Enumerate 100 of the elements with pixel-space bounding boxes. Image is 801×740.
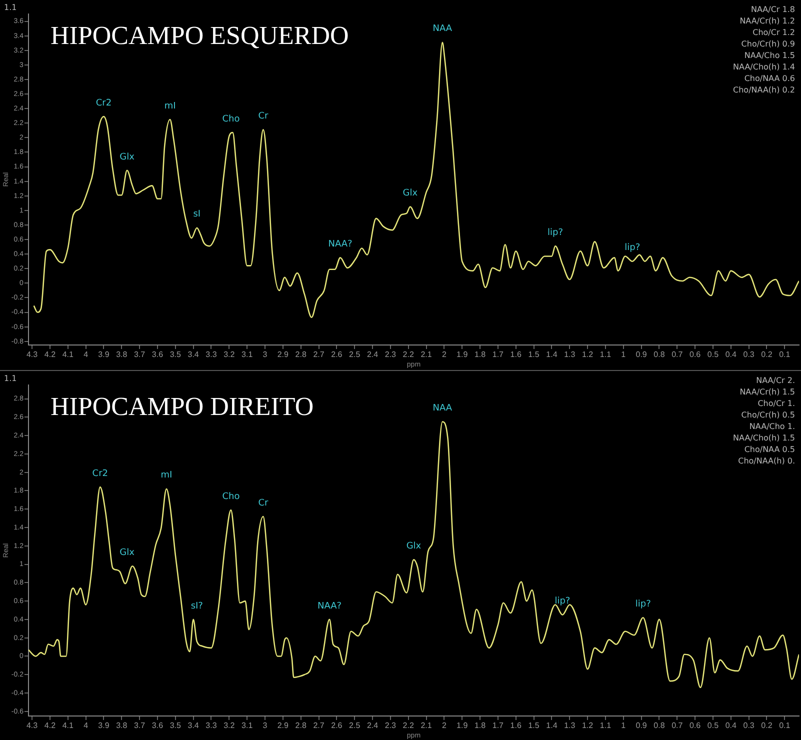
x-tick-label: 1.2 (582, 350, 594, 360)
x-tick-label: 2.7 (313, 721, 325, 730)
annotation: Cho/NAA 0.5 (744, 445, 795, 454)
x-tick-label: 1.3 (564, 350, 576, 360)
annotation: Cho (222, 114, 240, 124)
x-tick-label: 1.4 (546, 721, 558, 730)
x-tick-label: 4.3 (26, 350, 38, 360)
x-tick-label: 3.4 (188, 350, 200, 360)
annotation: lip? (624, 243, 640, 254)
x-tick-label: 2.4 (366, 350, 379, 360)
x-tick-label: 3.4 (188, 721, 200, 730)
x-tick-label: 2.1 (420, 721, 432, 730)
x-tick-label: 1.4 (546, 350, 558, 360)
x-tick-label: 2.8 (295, 721, 307, 730)
x-tick-label: 4.1 (62, 350, 74, 360)
x-tick-label: 0.4 (725, 350, 738, 360)
x-tick-label: 2.2 (402, 721, 414, 730)
x-tick-label: 3.2 (224, 350, 236, 360)
x-tick-label: 0.7 (672, 350, 684, 360)
x-tick-label: 1.7 (492, 721, 504, 730)
annotation: sI? (190, 601, 204, 612)
x-tick-label: 2.8 (295, 350, 307, 360)
x-tick-label: 0.1 (779, 350, 791, 360)
x-tick-label: 0.3 (743, 350, 755, 360)
x-tick-label: 0.4 (725, 721, 738, 730)
x-tick-label: 0.2 (761, 350, 773, 360)
x-tick-label: 4.3 (26, 721, 38, 730)
x-tick-label: 0.6 (690, 721, 702, 730)
x-tick-label: 0.1 (779, 721, 791, 730)
annotation: NAA? (317, 601, 342, 612)
annotation: lip? (548, 228, 564, 238)
text: 1.1 (4, 374, 17, 384)
annotation: Glx (402, 188, 418, 199)
chart-title: HIPOCAMPO DIREITO (50, 392, 314, 421)
annotation: Cho (222, 492, 240, 502)
x-tick-label: 2.7 (313, 350, 325, 360)
x-tick-label: 0.9 (636, 350, 648, 360)
annotation: NAA/Cr 2. (756, 376, 795, 386)
x-tick-label: 2 (442, 350, 447, 360)
x-tick-label: 1.8 (474, 721, 486, 730)
annotation: lip? (554, 596, 570, 607)
x-tick-label: 3.3 (206, 350, 218, 360)
x-tick-label: 3.9 (98, 721, 110, 730)
annotation: NAA/Cho 1. (749, 422, 795, 432)
x-tick-label: 3.6 (152, 721, 164, 730)
x-tick-label: 4 (84, 721, 89, 730)
x-tick-label: 0.6 (690, 350, 702, 360)
x-tick-label: 2.1 (420, 350, 432, 360)
x-tick-label: 3.7 (134, 350, 146, 360)
chart-title: HIPOCAMPO ESQUERDO (50, 20, 349, 50)
x-tick-label: 1 (621, 721, 626, 730)
x-tick-label: 2.9 (277, 350, 290, 360)
annotation: Glx (120, 152, 136, 162)
annotation: sI (193, 210, 201, 220)
x-tick-label: 3.7 (134, 721, 146, 730)
x-tick-label: 2.6 (331, 721, 343, 730)
x-tick-label: 2.4 (366, 721, 379, 730)
x-tick-label: 0.5 (707, 350, 720, 360)
annotation: NAA/Cho 1.5 (744, 51, 795, 60)
annotation: Cho/NAA(h) 0. (738, 456, 795, 466)
x-tick-label: 1.2 (582, 721, 594, 730)
x-tick-label: 0.5 (707, 721, 720, 730)
annotation: NAA/Cr(h) 1.2 (740, 16, 795, 26)
annotation: NAA/Cr 1.8 (751, 5, 795, 14)
annotation: Cr (258, 112, 268, 122)
x-tick-label: 3.3 (206, 721, 218, 730)
x-tick-label: 1.3 (564, 721, 576, 730)
x-tick-label: 3.8 (116, 350, 128, 360)
x-tick-label: 3.2 (224, 721, 236, 730)
x-tick-label: 3.1 (242, 721, 254, 730)
annotation: Cho/Cr(h) 0.9 (741, 40, 795, 49)
x-tick-label: 1.6 (510, 721, 522, 730)
x-tick-label: 2.3 (384, 721, 397, 730)
x-tick-label: 0.3 (743, 721, 755, 730)
x-tick-label: 2.9 (277, 721, 290, 730)
text: 1.1 (4, 3, 17, 12)
x-tick-label: 4.2 (44, 721, 56, 730)
x-tick-label: 1 (621, 350, 626, 360)
x-tick-label: 4.1 (62, 721, 74, 730)
annotation: Cho/Cr 1.2 (752, 28, 795, 38)
x-tick-label: 1.9 (456, 350, 468, 360)
x-tick-label: 1.9 (456, 721, 468, 730)
x-tick-label: 0.9 (636, 721, 648, 730)
x-tick-label: 1.7 (492, 350, 504, 360)
annotation: Cho/Cr(h) 0.5 (741, 410, 795, 420)
annotation: Glx (120, 548, 136, 558)
annotation: mI (164, 101, 176, 112)
x-tick-label: 2.6 (331, 350, 343, 360)
x-tick-label: 3.5 (170, 350, 182, 360)
x-tick-label: 2.3 (384, 350, 397, 360)
x-tick-label: 4 (84, 350, 89, 360)
x-tick-label: 3.1 (242, 350, 254, 360)
x-tick-label: 1.1 (600, 350, 612, 360)
x-tick-label: 2.5 (349, 721, 361, 730)
annotation: Cho/NAA(h) 0.2 (733, 86, 795, 95)
x-tick-label: 0.8 (654, 350, 666, 360)
x-tick-label: 2 (442, 721, 447, 730)
x-tick-label: 3.6 (152, 350, 164, 360)
x-tick-label: 3.5 (170, 721, 182, 730)
annotation: Cr2 (96, 98, 112, 108)
